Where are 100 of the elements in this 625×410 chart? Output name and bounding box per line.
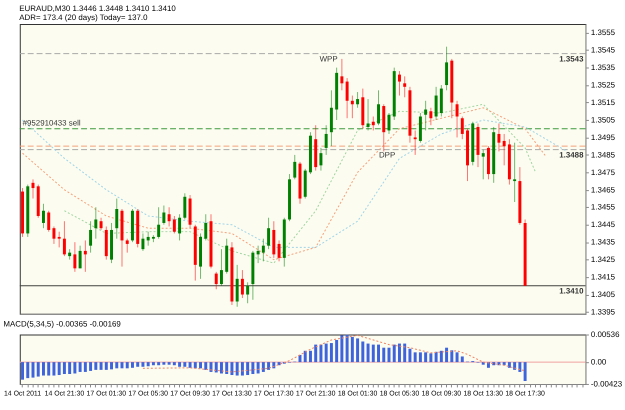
bar <box>100 362 103 370</box>
bar <box>52 362 56 376</box>
y-tick-label: 1.3495 <box>590 132 616 142</box>
bar <box>346 334 349 362</box>
bar <box>152 362 155 366</box>
bar <box>272 362 276 368</box>
bar <box>110 362 114 370</box>
bar <box>408 348 412 362</box>
y-tick-label: 1.3445 <box>590 220 616 230</box>
bar <box>89 362 92 371</box>
bar <box>220 362 223 374</box>
chart-subtitle: ADR= 173.4 (20 days) Today= 137.0 <box>19 13 148 22</box>
bar <box>460 356 464 362</box>
bar <box>256 362 260 374</box>
y-tick-label: 1.3505 <box>590 115 616 124</box>
bar <box>262 362 265 372</box>
bar <box>314 344 318 362</box>
bar <box>298 354 302 362</box>
bar <box>350 336 354 362</box>
bar <box>356 338 360 362</box>
y-tick-label: 1.3485 <box>590 150 616 160</box>
y-tick-label: 1.3465 <box>590 185 616 194</box>
bar <box>518 362 522 372</box>
y-tick-label: 1.3455 <box>590 202 616 212</box>
bar <box>434 352 438 362</box>
y-tick-label: 1.3395 <box>590 307 616 316</box>
bar <box>330 343 333 362</box>
bar <box>508 362 511 368</box>
bar <box>42 362 45 376</box>
bar <box>130 362 134 368</box>
bar <box>230 362 234 376</box>
bar <box>456 352 459 362</box>
y-tick-label: 1.3415 <box>590 272 616 282</box>
bar <box>372 344 375 362</box>
y-tick-label: 1.3405 <box>590 290 616 300</box>
bar <box>304 350 307 362</box>
bar <box>324 344 328 362</box>
chart-title: EURAUD,M30 1.3446 1.3448 1.3410 1.3410 <box>19 4 176 14</box>
bar <box>188 362 192 368</box>
bar <box>225 362 228 374</box>
y-tick-label: 0.00 <box>590 358 607 367</box>
bar <box>36 362 40 377</box>
bar <box>429 353 432 362</box>
y-tick-label: 1.3545 <box>590 46 616 55</box>
bar <box>424 352 428 362</box>
bar <box>172 362 176 366</box>
bar <box>236 362 239 376</box>
bar <box>392 344 396 362</box>
bar <box>267 362 270 370</box>
bar <box>178 362 182 367</box>
bar <box>377 344 380 362</box>
bar <box>450 350 454 362</box>
bar <box>319 344 322 362</box>
annotation: WPP <box>320 54 338 64</box>
bar <box>308 350 312 362</box>
bar <box>210 362 212 372</box>
bar <box>366 344 370 362</box>
bar <box>486 362 490 368</box>
bar <box>104 362 108 370</box>
bar <box>78 362 82 372</box>
bar <box>68 362 72 374</box>
line-series <box>142 334 526 372</box>
bar <box>440 350 443 362</box>
bar <box>58 362 61 376</box>
bar <box>251 362 254 374</box>
y-tick-label: 1.3425 <box>590 255 616 264</box>
bar <box>240 362 244 376</box>
bar <box>194 362 197 368</box>
annotation: #952910433 sell <box>22 118 81 128</box>
bar <box>199 362 202 368</box>
bar <box>524 362 527 381</box>
bar <box>136 362 140 367</box>
bar <box>32 362 34 378</box>
bar <box>335 340 338 362</box>
bar <box>361 342 364 362</box>
bar <box>388 348 390 362</box>
bar <box>62 362 66 374</box>
bar <box>47 362 50 376</box>
bar <box>418 352 422 362</box>
bar <box>183 362 186 367</box>
bar <box>21 362 24 380</box>
ref-line-label: 1.3410 <box>559 286 584 296</box>
bar <box>146 362 150 366</box>
bar <box>403 344 406 362</box>
bar <box>120 362 124 368</box>
bar <box>84 362 87 372</box>
y-tick-label: 0.00536 <box>590 330 620 339</box>
bar <box>214 362 218 372</box>
ref-line-label: 1.3543 <box>559 54 584 64</box>
y-tick-label: 1.3555 <box>590 28 616 38</box>
ref-line-label: 1.3488 <box>559 150 584 160</box>
y-tick-label: 1.3475 <box>590 168 616 177</box>
bar <box>141 362 144 367</box>
bar <box>94 362 98 370</box>
y-tick-label: 1.3535 <box>590 63 616 72</box>
y-tick-label: 1.3515 <box>590 98 616 107</box>
bar <box>157 362 160 366</box>
chart-title: MACD(5,34,5) -0.00365 -0.00169 <box>3 320 122 329</box>
annotation: DPP <box>378 150 396 160</box>
bar <box>445 348 448 362</box>
